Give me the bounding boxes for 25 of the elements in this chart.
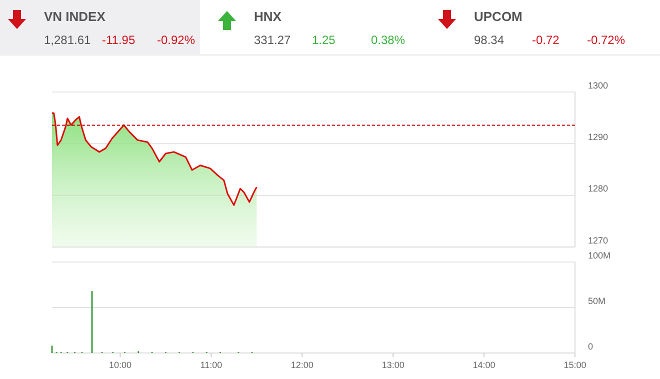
x-tick-label: 10:00: [108, 360, 132, 370]
x-tick-label: 11:00: [200, 360, 222, 370]
text: -0.72%: [586, 33, 626, 47]
text: 0.38%: [370, 33, 406, 47]
text: 98.34: [474, 33, 504, 47]
category-label: HNX: [254, 9, 282, 24]
y-tick-label: 50M: [588, 296, 606, 306]
x-tick-label: 12:00: [290, 360, 314, 370]
y-tick-label: 1270: [588, 235, 608, 246]
text: -11.95: [102, 33, 136, 47]
text: -0.72: [532, 33, 560, 47]
text: 331.27: [254, 33, 292, 47]
category-label: UPCOM: [474, 9, 522, 24]
text: 1.25: [312, 33, 336, 47]
x-tick-label: 14:00: [472, 360, 496, 370]
y-tick-label: 1290: [588, 132, 608, 142]
category-label: VN INDEX: [44, 9, 106, 24]
text: 1,281.61: [44, 33, 92, 47]
y-tick-label: 1300: [588, 80, 608, 90]
y-tick-label: 100M: [588, 250, 611, 260]
y-tick-label: 1280: [588, 184, 608, 194]
x-tick-label: 15:00: [564, 360, 586, 370]
x-tick-label: 13:00: [382, 360, 404, 370]
y-tick-label: 0: [588, 341, 594, 352]
text: -0.92%: [156, 33, 196, 47]
